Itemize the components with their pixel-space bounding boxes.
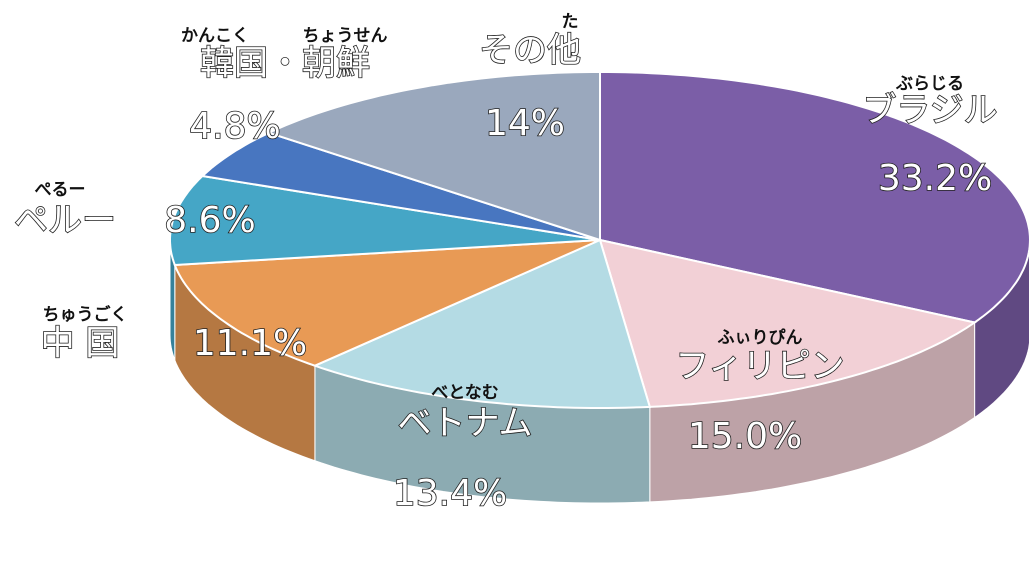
slice <box>266 71 601 242</box>
furigana: ふぃりぴん <box>718 328 803 348</box>
value-label: 8.6% <box>164 200 255 241</box>
furigana: ちょうせん <box>303 26 388 46</box>
slice <box>169 174 601 267</box>
category-label: ブラジル <box>862 91 997 131</box>
value-label: 13.4% <box>393 473 507 514</box>
category-label: フィリピン <box>675 347 844 387</box>
category-label: ペルー <box>14 201 116 241</box>
furigana: た <box>562 12 579 32</box>
value-label: 4.8% <box>189 106 280 147</box>
slice <box>173 239 601 367</box>
slice <box>200 131 601 241</box>
slice <box>598 238 978 408</box>
furigana: ぶらじる <box>895 74 964 94</box>
value-label: 15.0% <box>688 416 802 457</box>
slice <box>599 71 1029 324</box>
category-label: 中 国 <box>41 324 120 364</box>
value-label: 14% <box>485 103 565 144</box>
furigana: べとなむ <box>431 383 499 403</box>
value-label: 33.2% <box>878 158 992 199</box>
value-label: 11.1% <box>193 323 307 364</box>
furigana: ちゅうごく <box>43 304 128 325</box>
category-label: 韓国・朝鮮 <box>200 44 370 84</box>
category-label: その他 <box>479 31 581 71</box>
furigana: ぺるー <box>35 180 86 200</box>
category-label: ベトナム <box>398 404 533 444</box>
furigana: かんこく <box>181 26 249 46</box>
slice <box>312 238 652 409</box>
